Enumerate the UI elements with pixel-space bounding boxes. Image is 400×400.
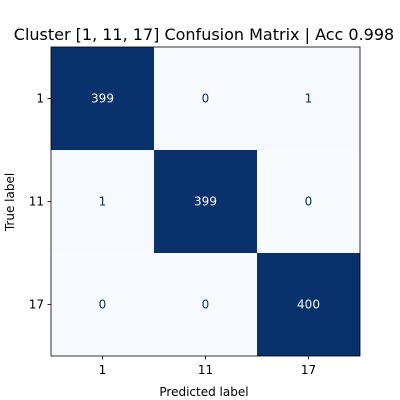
x-axis-label: Predicted label bbox=[159, 385, 248, 399]
matrix-cell-r0-c0 bbox=[51, 47, 154, 150]
x-tick-label-2: 17 bbox=[301, 363, 316, 377]
chart-title: Cluster [1, 11, 17] Confusion Matrix | A… bbox=[14, 25, 394, 44]
x-axis-ticks: 1 11 17 bbox=[99, 356, 316, 377]
x-tick-label-0: 1 bbox=[99, 363, 107, 377]
y-tick-label-0: 1 bbox=[36, 92, 44, 106]
plot-frame bbox=[50, 46, 361, 357]
y-axis-label: True label bbox=[3, 173, 17, 232]
matrix-cell-value-r1-c1: 399 bbox=[194, 195, 217, 209]
y-tick-label-2: 17 bbox=[29, 298, 44, 312]
matrix-cell-value-r2-c0: 0 bbox=[99, 298, 107, 312]
matrix-cell-r1-c1 bbox=[154, 150, 257, 253]
matrix-cell-r2-c1 bbox=[154, 253, 257, 356]
y-tick-label-1: 11 bbox=[29, 195, 44, 209]
matrix-cell-r1-c2 bbox=[257, 150, 360, 253]
matrix-cell-value-r2-c1: 0 bbox=[202, 298, 210, 312]
matrix-cell-labels: 399 0 1 1 399 0 0 0 400 bbox=[91, 92, 320, 312]
matrix-cell-r1-c0 bbox=[51, 150, 154, 253]
matrix-cell-r2-c2 bbox=[257, 253, 360, 356]
matrix-cell-value-r2-c2: 400 bbox=[297, 298, 320, 312]
matrix-cell-r0-c1 bbox=[154, 47, 257, 150]
matrix-cell-value-r1-c0: 1 bbox=[99, 195, 107, 209]
matrix-cell-value-r0-c1: 0 bbox=[202, 92, 210, 106]
matrix-cell-value-r0-c0: 399 bbox=[91, 92, 114, 106]
matrix-cell-r0-c2 bbox=[257, 47, 360, 150]
matrix-cell-value-r0-c2: 1 bbox=[305, 92, 313, 106]
matrix-cell-r2-c0 bbox=[51, 253, 154, 356]
x-tick-label-1: 11 bbox=[198, 363, 213, 377]
matrix-cell-value-r1-c2: 0 bbox=[305, 195, 313, 209]
matrix-cells bbox=[51, 47, 360, 356]
